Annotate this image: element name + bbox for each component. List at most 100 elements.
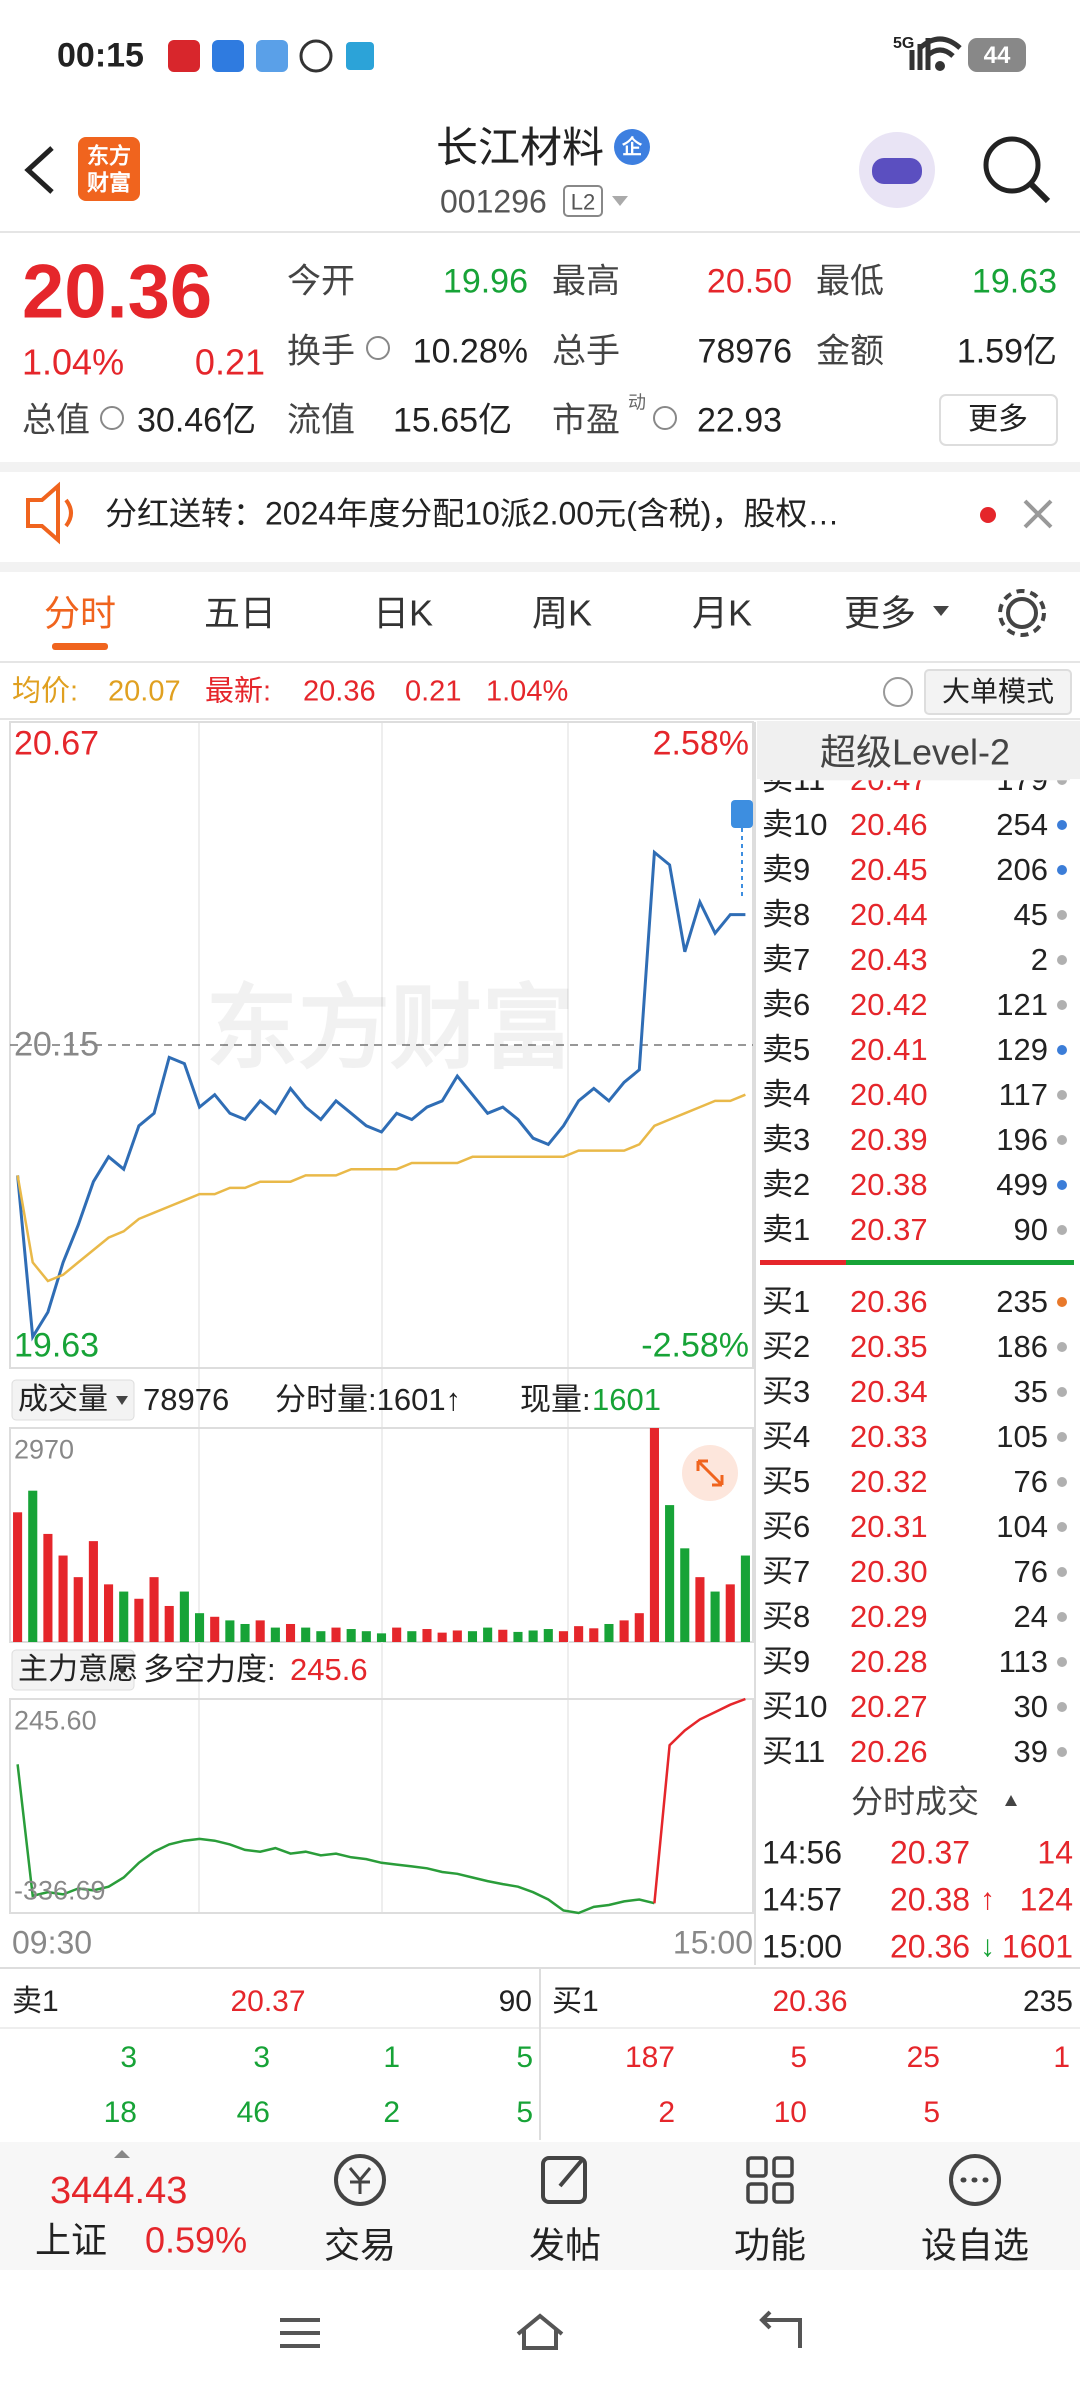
- stock-code: 001296: [440, 183, 547, 220]
- dropdown-icon: [116, 1396, 128, 1405]
- app-icon: [212, 40, 244, 72]
- book-price: 20.42: [850, 987, 928, 1023]
- tab[interactable]: 月K: [691, 592, 753, 634]
- tab[interactable]: 周K: [531, 592, 593, 634]
- volume-bar: [392, 1627, 402, 1642]
- collapse-icon: [1005, 1795, 1017, 1806]
- nav-item[interactable]: 交易: [323, 2224, 397, 2266]
- book-volume: 105: [996, 1419, 1048, 1455]
- volume-bar: [710, 1591, 720, 1642]
- volume-bar: [680, 1548, 690, 1642]
- ask-order: 1: [383, 2040, 400, 2074]
- function-icon: [746, 2182, 768, 2204]
- bid-order: 5: [790, 2040, 807, 2074]
- info-icon[interactable]: [100, 406, 124, 430]
- home-button[interactable]: [516, 2313, 564, 2350]
- tab[interactable]: 五日: [203, 592, 277, 634]
- latest-change: 0.21: [405, 675, 462, 708]
- selector-box[interactable]: [11, 1379, 135, 1421]
- nav-item[interactable]: 发帖: [528, 2224, 602, 2266]
- book-dot: [1057, 1612, 1067, 1622]
- book-dot: [1057, 1657, 1067, 1667]
- volume-bar: [649, 1428, 659, 1642]
- search-button[interactable]: [983, 136, 1041, 194]
- bid-order: 25: [906, 2040, 940, 2074]
- volume-bar: [194, 1613, 205, 1642]
- dropdown-icon: [933, 606, 949, 616]
- mode-button-label[interactable]: 大单模式: [941, 675, 1055, 707]
- book-volume: 121: [996, 987, 1048, 1023]
- book-volume: 104: [996, 1509, 1048, 1545]
- back-button[interactable]: [24, 146, 54, 194]
- ask-volume: 90: [498, 1984, 532, 2018]
- book-label: 买9: [762, 1644, 811, 1680]
- info-icon[interactable]: [366, 336, 390, 360]
- app-icon: [299, 39, 333, 73]
- series-line: [16, 1764, 655, 1915]
- help-icon[interactable]: [883, 677, 913, 707]
- app-logo: [78, 137, 140, 201]
- book-dot: [1057, 1567, 1067, 1577]
- y-tick-label: 20.15: [14, 1025, 100, 1064]
- volume-bar: [513, 1631, 523, 1642]
- volume-bar: [73, 1577, 83, 1642]
- book-dot: [1057, 1477, 1067, 1487]
- settings-button[interactable]: [1006, 597, 1038, 629]
- indicator-selector[interactable]: 成交量: [18, 1382, 108, 1416]
- trades-title[interactable]: 分时成交: [850, 1783, 980, 1820]
- volume-bar: [574, 1626, 584, 1642]
- last-volume: 分时量:1601↑: [275, 1382, 462, 1418]
- mode-button[interactable]: [924, 669, 1072, 715]
- pe-mark: 动: [628, 392, 646, 413]
- book-volume: 30: [1013, 1689, 1048, 1725]
- post-icon[interactable]: [541, 2156, 587, 2204]
- book-dot: [1057, 820, 1067, 830]
- function-icon[interactable]: [746, 2156, 768, 2178]
- tab[interactable]: 分时: [43, 592, 117, 634]
- volume-bar: [407, 1631, 417, 1642]
- book-volume: 76: [1013, 1464, 1048, 1500]
- tab[interactable]: 更多: [843, 592, 917, 634]
- nav-item[interactable]: 功能: [733, 2224, 807, 2266]
- volume-bar: [361, 1631, 371, 1642]
- y2-tick-label: 2.58%: [652, 724, 749, 763]
- book-label: 买7: [762, 1554, 811, 1590]
- book-label: 买1: [762, 1284, 811, 1320]
- book-label: 卖5: [762, 1032, 811, 1068]
- volume-bar: [210, 1616, 220, 1642]
- volume-bar: [149, 1577, 159, 1642]
- bottom-nav-bg: [0, 2142, 1080, 2270]
- menu-button[interactable]: [280, 2318, 320, 2348]
- ask-order: 46: [236, 2095, 270, 2129]
- book-dot: [1057, 1090, 1067, 1100]
- field-value: 78976: [697, 332, 792, 371]
- trade-icon[interactable]: [334, 2154, 386, 2206]
- indicator-selector[interactable]: 主力意愿: [18, 1652, 138, 1686]
- selector-box[interactable]: [11, 1649, 135, 1691]
- book-dot: [1057, 1225, 1067, 1235]
- field-label: 总手: [552, 332, 620, 371]
- volume-bar: [285, 1623, 296, 1642]
- field-label: 最高: [552, 262, 620, 301]
- book-price: 20.32: [850, 1464, 928, 1500]
- tab[interactable]: 日K: [372, 592, 434, 634]
- function-icon: [772, 2182, 794, 2204]
- change-pct: 1.04%: [22, 341, 125, 383]
- trade-time: 15:00: [762, 1928, 843, 1965]
- more-button-label[interactable]: 更多: [968, 402, 1028, 436]
- book-label: 卖1: [762, 1212, 811, 1248]
- ask-price: 20.37: [230, 1984, 306, 2018]
- close-button[interactable]: [1023, 499, 1053, 529]
- book-label: 买10: [762, 1689, 828, 1725]
- more-button[interactable]: [939, 394, 1058, 446]
- volume-bar: [134, 1598, 144, 1642]
- book-volume: 39: [1013, 1734, 1048, 1770]
- watchlist-icon[interactable]: [949, 2154, 1001, 2206]
- nav-item[interactable]: 设自选: [920, 2224, 1030, 2266]
- back-nav-button[interactable]: [759, 2310, 802, 2348]
- separator: [0, 462, 1080, 472]
- split-bar: [760, 1260, 846, 1265]
- book-volume: 129: [996, 1032, 1048, 1068]
- info-icon[interactable]: [653, 406, 677, 430]
